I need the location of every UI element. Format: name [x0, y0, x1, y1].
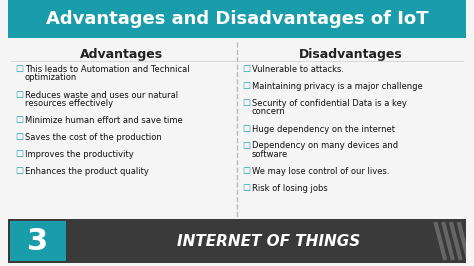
Text: Improves the productivity: Improves the productivity	[25, 150, 134, 159]
Text: ☐: ☐	[15, 133, 23, 142]
Text: Advantages: Advantages	[80, 48, 164, 61]
FancyBboxPatch shape	[9, 221, 66, 261]
Text: Security of confidential Data is a key: Security of confidential Data is a key	[252, 99, 406, 108]
Text: Saves the cost of the production: Saves the cost of the production	[25, 133, 162, 142]
Text: ☐: ☐	[242, 99, 250, 108]
Text: Maintaining privacy is a major challenge: Maintaining privacy is a major challenge	[252, 82, 422, 91]
Text: Enhances the product quality: Enhances the product quality	[25, 167, 149, 176]
Text: Disadvantages: Disadvantages	[300, 48, 403, 61]
Text: INTERNET OF THINGS: INTERNET OF THINGS	[177, 234, 361, 248]
Text: We may lose control of our lives.: We may lose control of our lives.	[252, 167, 389, 176]
FancyBboxPatch shape	[8, 0, 466, 38]
Text: 3: 3	[27, 227, 48, 256]
Text: This leads to Automation and Technical: This leads to Automation and Technical	[25, 65, 190, 74]
Text: resources effectively: resources effectively	[25, 99, 113, 108]
Text: ☐: ☐	[15, 65, 23, 74]
Text: ☐: ☐	[242, 167, 250, 176]
Text: optimization: optimization	[25, 73, 77, 82]
Text: Reduces waste and uses our natural: Reduces waste and uses our natural	[25, 90, 178, 99]
Text: Minimize human effort and save time: Minimize human effort and save time	[25, 116, 183, 125]
Text: ☐: ☐	[15, 90, 23, 99]
Text: Advantages and Disadvantages of IoT: Advantages and Disadvantages of IoT	[46, 10, 428, 28]
Text: software: software	[252, 150, 288, 159]
Text: ☐: ☐	[15, 116, 23, 125]
Text: concern: concern	[252, 107, 285, 117]
Text: Dependency on many devices and: Dependency on many devices and	[252, 142, 398, 151]
Text: ☐: ☐	[242, 65, 250, 74]
Text: ☐: ☐	[242, 184, 250, 193]
Text: ☐: ☐	[242, 82, 250, 91]
Text: Vulnerable to attacks.: Vulnerable to attacks.	[252, 65, 344, 74]
Text: ☐: ☐	[242, 142, 250, 151]
Text: ☐: ☐	[15, 150, 23, 159]
Text: ☐: ☐	[242, 124, 250, 134]
Text: ☐: ☐	[15, 167, 23, 176]
Text: Risk of losing jobs: Risk of losing jobs	[252, 184, 327, 193]
Text: Huge dependency on the internet: Huge dependency on the internet	[252, 124, 394, 134]
FancyBboxPatch shape	[8, 219, 466, 263]
